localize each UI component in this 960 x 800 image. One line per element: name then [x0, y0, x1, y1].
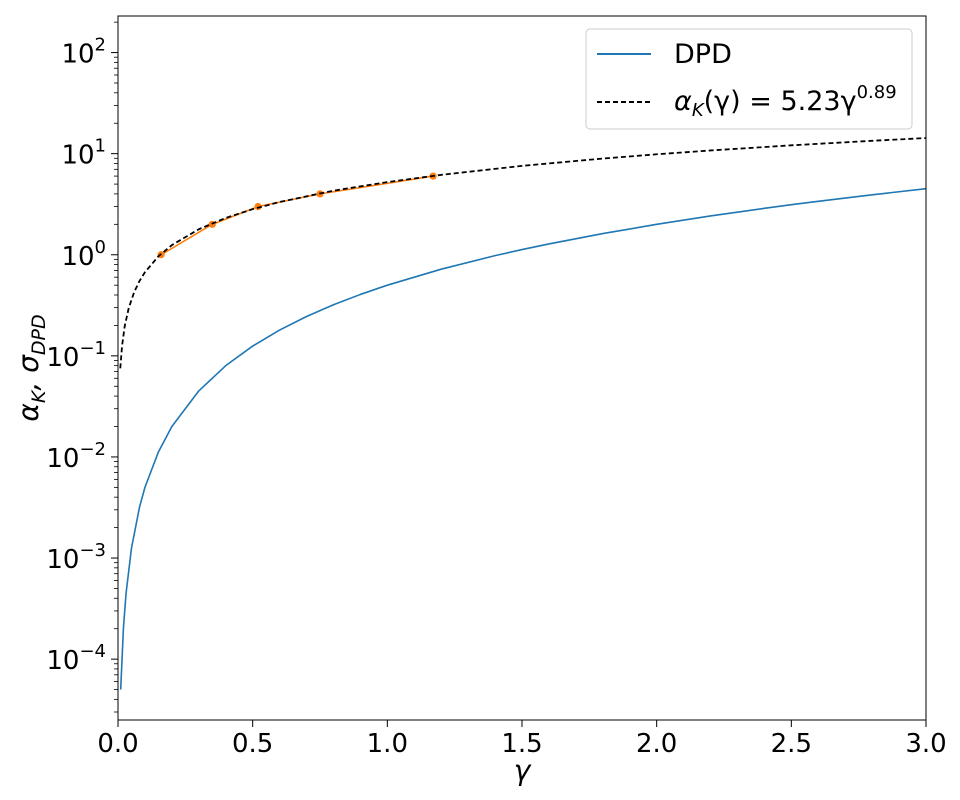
y-tick-label: 102 [61, 35, 106, 70]
series-layer [119, 137, 927, 690]
y-tick-label-exponent: 2 [95, 35, 106, 56]
plot-background [118, 16, 926, 720]
y-tick-label: 10−3 [46, 540, 106, 575]
y-tick-label: 10−2 [46, 439, 106, 474]
legend-label-dpd: DPD [674, 39, 732, 70]
y-axis-label-sub-dpd: DPD [28, 314, 50, 355]
y-tick-label-base: 10 [46, 646, 79, 676]
y-tick-label-base: 10 [61, 141, 94, 171]
x-tick-label: 0.0 [97, 729, 138, 759]
y-tick-label: 10−1 [46, 338, 106, 373]
y-axis-label-alpha: α [12, 403, 45, 422]
y-tick-label: 10−4 [46, 641, 106, 676]
y-tick-label: 100 [61, 237, 106, 272]
x-tick-label: 1.5 [501, 729, 542, 759]
y-tick-label-base: 10 [46, 444, 79, 474]
x-axis: 0.0 0.5 1.0 1.5 2.0 2.5 3.0 [97, 720, 947, 759]
y-tick-label-exponent: 1 [95, 136, 106, 157]
y-tick-label-base: 10 [46, 545, 79, 575]
y-tick-label-exponent: −2 [79, 439, 106, 460]
legend-box [585, 28, 913, 130]
series-line-dpd [119, 187, 927, 690]
y-axis-label-sub-k: K [28, 389, 50, 403]
legend: DPD αK(γ) = 5.23γ0.89 [585, 28, 913, 130]
legend-fit-sub: K [692, 100, 705, 121]
x-tick-label: 0.5 [232, 729, 273, 759]
x-tick-label: 1.0 [367, 729, 408, 759]
y-tick-label-exponent: −3 [79, 540, 106, 561]
series-line-fit [119, 137, 927, 369]
x-axis-label: γ [514, 754, 532, 787]
y-tick-label-base: 10 [61, 40, 94, 70]
x-tick-label: 2.5 [771, 729, 812, 759]
y-tick-label-exponent: −1 [79, 338, 106, 359]
legend-fit-alpha: α [674, 86, 692, 117]
x-tick-label: 3.0 [905, 729, 946, 759]
y-tick-label-exponent: 0 [95, 237, 106, 258]
legend-fit-arg: (γ) = 5.23γ [704, 86, 857, 117]
y-axis-label-separator: , [12, 373, 45, 391]
legend-label-fit: αK(γ) = 5.23γ0.89 [674, 82, 897, 121]
y-axis-label: αK, σDPD [12, 314, 50, 421]
y-tick-label: 101 [61, 136, 106, 171]
y-tick-label-base: 10 [61, 242, 94, 272]
data-point [254, 202, 262, 211]
y-axis-label-sigma: σ [12, 354, 45, 373]
x-tick-label: 2.0 [636, 729, 677, 759]
y-tick-label-base: 10 [46, 343, 79, 373]
legend-fit-exp: 0.89 [857, 82, 897, 103]
y-tick-label-exponent: −4 [79, 641, 106, 662]
